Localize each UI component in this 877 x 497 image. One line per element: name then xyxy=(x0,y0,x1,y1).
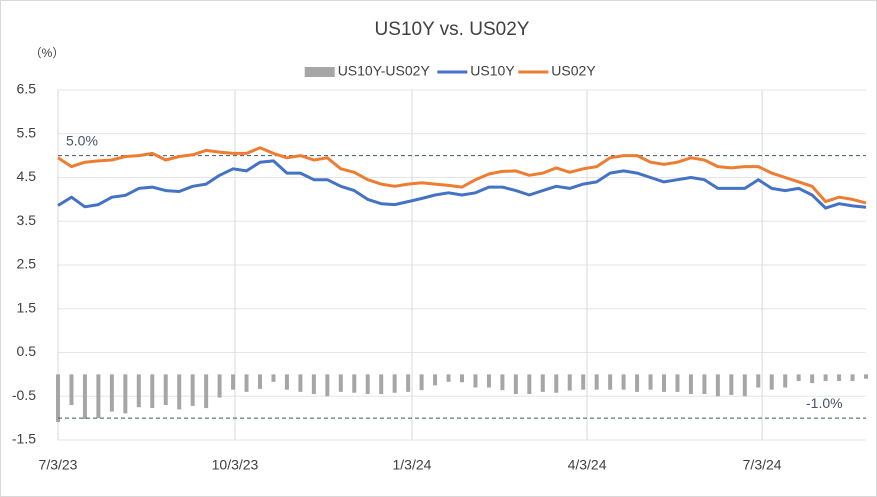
bar xyxy=(850,374,855,381)
bar xyxy=(433,374,438,386)
y-tick-label: 4.5 xyxy=(17,168,37,184)
legend-label: US10Y xyxy=(470,63,515,79)
bar xyxy=(217,374,222,398)
bar xyxy=(554,374,559,393)
bar xyxy=(150,374,155,409)
y-tick-label: 5.5 xyxy=(17,124,37,140)
bar xyxy=(742,374,747,397)
bar xyxy=(419,374,424,391)
bar xyxy=(810,374,815,384)
x-tick-label: 10/3/23 xyxy=(212,457,259,473)
bar xyxy=(796,374,801,381)
bar xyxy=(675,374,680,392)
bar xyxy=(581,374,586,390)
bar xyxy=(621,374,626,390)
bar xyxy=(513,374,518,395)
bar xyxy=(379,374,384,395)
x-tick-label: 4/3/24 xyxy=(568,457,607,473)
y-tick-label: -0.5 xyxy=(12,387,36,403)
bar xyxy=(56,374,60,423)
y-tick-label: 1.5 xyxy=(17,299,37,315)
bar xyxy=(486,374,491,388)
bar xyxy=(729,374,734,395)
bar xyxy=(783,374,788,388)
legend-label: US02Y xyxy=(551,63,596,79)
y-tick-label: -1.5 xyxy=(12,431,36,447)
bar xyxy=(864,374,868,379)
chart-title: US10Y vs. US02Y xyxy=(375,19,530,40)
line xyxy=(57,146,867,205)
y-axis-unit: （%） xyxy=(30,46,65,60)
bar xyxy=(715,374,720,397)
bar xyxy=(338,374,343,392)
bar xyxy=(769,374,774,390)
bar xyxy=(608,374,613,390)
bar xyxy=(136,374,141,408)
bar xyxy=(823,374,828,381)
bar xyxy=(500,374,505,391)
bar xyxy=(231,374,236,390)
bar xyxy=(392,374,397,393)
legend-swatch xyxy=(304,67,335,77)
bar xyxy=(258,374,262,389)
bar xyxy=(271,374,276,382)
x-tick-label: 7/3/24 xyxy=(743,457,782,473)
bar xyxy=(635,374,640,392)
bar xyxy=(446,374,451,382)
bar xyxy=(177,374,182,410)
bar xyxy=(190,374,195,406)
bar xyxy=(527,374,532,395)
bar xyxy=(204,374,209,409)
bar xyxy=(352,374,357,393)
x-tick-label: 7/3/23 xyxy=(39,457,78,473)
bar xyxy=(473,374,478,388)
bar xyxy=(567,374,572,391)
y-tick-label: 0.5 xyxy=(17,343,37,359)
y-tick-label: 6.5 xyxy=(17,81,37,97)
y-tick-label: 3.5 xyxy=(17,212,37,228)
bar xyxy=(123,374,128,414)
bar xyxy=(594,374,599,390)
x-tick-label: 1/3/24 xyxy=(393,457,432,473)
bar xyxy=(406,374,411,392)
bar xyxy=(460,374,464,383)
reference-label: 5.0% xyxy=(66,132,98,148)
bar xyxy=(298,374,303,392)
bar xyxy=(365,374,370,395)
bar xyxy=(540,374,545,392)
reference-label: -1.0% xyxy=(806,395,843,411)
bar xyxy=(311,374,316,395)
bar xyxy=(244,374,249,392)
line xyxy=(57,159,867,210)
bar xyxy=(163,374,168,405)
bar xyxy=(648,374,653,390)
bar xyxy=(688,374,693,395)
bar xyxy=(69,374,74,405)
bar xyxy=(837,374,842,381)
legend-label: US10Y-US02Y xyxy=(338,63,431,79)
bar xyxy=(325,374,330,397)
bar xyxy=(662,374,666,392)
bar xyxy=(109,374,114,412)
bar xyxy=(284,374,289,390)
y-tick-label: 2.5 xyxy=(17,256,37,272)
bar xyxy=(96,374,101,419)
bar xyxy=(756,374,761,388)
bar xyxy=(702,374,707,395)
bar xyxy=(82,374,87,419)
